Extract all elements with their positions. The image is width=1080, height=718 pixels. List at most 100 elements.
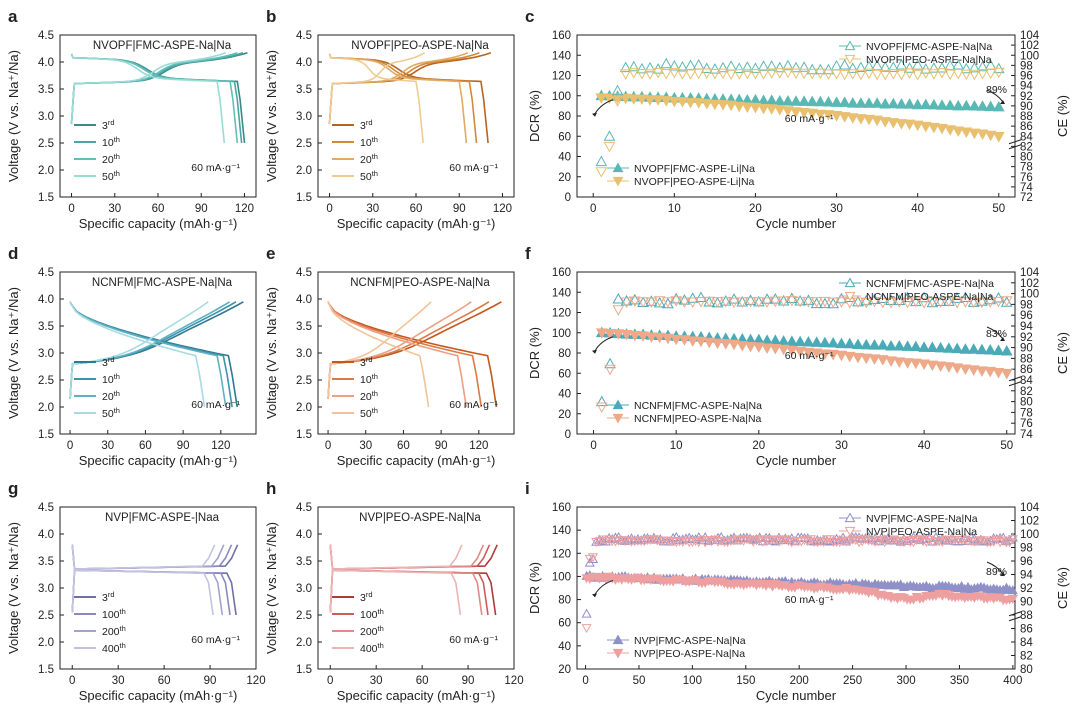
ce-marker-peo [725,536,736,546]
rate-label: 60 mA·g⁻¹ [785,594,834,606]
dcr-marker-fmc [860,338,873,350]
legend-label: 400th [360,641,384,655]
legend-label: 200th [360,624,384,638]
ce-marker-peo [786,296,798,307]
dcr-marker-peo [703,337,716,349]
ce-marker-peo [703,296,716,308]
y2-tick-label: 102 [1020,278,1039,290]
x-tick-label: 90 [177,440,190,452]
ce-marker-fmc [936,61,948,73]
dcr-marker-fmc [871,97,883,108]
charge-curve-10 [70,52,244,125]
legend-label: 10th [102,372,120,386]
dcr-marker-fmc [1000,344,1013,356]
ce-marker-peo [777,296,790,308]
y2-tick-label: 100 [1020,50,1039,62]
charge-curve-3 [71,544,239,613]
dcr-marker-fmc [806,95,819,107]
y-tick-label: 160 [552,502,571,514]
ce-marker-fmc [852,295,864,307]
arrow-left-icon [594,99,614,115]
dcr-marker-fmc [893,339,906,351]
dcr-marker-fmc [934,341,947,353]
y-tick-label: 60 [558,618,571,630]
y2-tick-label: 92 [1020,91,1033,103]
ce-marker-fmc [798,61,810,72]
dcr-marker-peo [951,363,964,374]
dcr-marker-peo [959,364,972,376]
ce-marker-fmc [581,608,592,618]
y-tick-label: 160 [552,30,571,42]
ce-marker-peo [822,69,835,80]
ce-marker-fmc [741,61,754,72]
legend-label: 20th [102,389,120,403]
y-tick-label: 3.5 [296,84,312,96]
ce-marker-peo [810,297,823,308]
ce-marker-peo [919,68,932,80]
ce-marker-peo [676,69,689,80]
ce-marker-peo [773,68,786,79]
ce-marker-fmc [619,61,632,73]
plot-title: NCNFM|PEO-ASPE-Na|Na [350,277,490,289]
ce-marker-peo [770,536,781,546]
dcr-marker-peo [709,99,721,111]
ce-marker-peo [918,537,929,547]
dcr-marker-peo [676,97,689,108]
y-tick-label: 100 [552,91,571,103]
ce-marker-fmc [860,294,873,306]
ce-marker-peo [674,537,685,547]
ce-marker-peo [745,535,756,545]
y-tick-label: 3.0 [296,111,312,123]
y-axis-label: Voltage (V vs. Na⁺/Na) [6,287,21,419]
rate-label: 60 mA·g⁻¹ [449,634,498,646]
ce-marker-peo [587,553,599,563]
rate-label: 60 mA·g⁻¹ [191,399,240,411]
x-tick-label: 60 [158,675,171,687]
dcr-marker-fmc [885,339,897,351]
axis-break-icon [1008,611,1022,622]
legend-label: 20th [102,152,120,166]
dcr-marker-peo [692,98,705,109]
ce-marker-fmc [676,61,689,72]
x-tick-label: 250 [843,675,862,687]
ce-marker-peo [700,68,713,79]
ce-marker-fmc [660,57,673,69]
ce-marker-peo [885,297,897,309]
retention-label: 83% [986,328,1007,340]
y-tick-label: 0 [565,192,571,204]
y2-tick-label: 74 [1020,429,1033,441]
panel-label-c: c [525,7,534,26]
dcr-marker-fmc [810,336,823,347]
legend-label: 50th [360,406,378,420]
dcr-marker-peo [819,349,831,361]
ce-marker-peo [611,96,624,107]
y2-tick-label: 92 [1020,332,1033,344]
ce-marker-peo [653,296,666,307]
ce-marker-peo [623,536,634,546]
ce-marker-peo [603,535,615,545]
ce-marker-peo [827,297,840,309]
dcr-marker-peo [627,94,640,105]
dcr-marker-fmc [960,99,973,111]
y-tick-label: 60 [558,131,571,143]
y-tick-label: 4.0 [38,529,54,541]
charge-curve-20 [70,52,238,125]
ce-marker-fmc [976,60,989,72]
ce-marker-peo [866,536,877,546]
dcr-marker-peo [843,351,856,363]
ce-marker-peo [860,297,873,309]
panel-label-h: h [266,479,276,498]
rate-label: 60 mA·g⁻¹ [449,399,498,411]
dcr-marker-peo [719,339,732,350]
y-tick-label: 20 [558,409,571,421]
y-tick-label: 2.0 [296,402,312,414]
ce-marker-peo [604,364,616,376]
y-tick-label: 3.5 [38,321,54,333]
y2-tick-label: 74 [1020,182,1033,194]
dcr-marker-peo [637,331,649,342]
ce-marker-peo [678,297,691,308]
dcr-marker-fmc [951,342,964,354]
dcr-marker-peo [876,355,889,366]
dcr-marker-peo [846,113,859,124]
ce-marker-peo [619,69,632,80]
